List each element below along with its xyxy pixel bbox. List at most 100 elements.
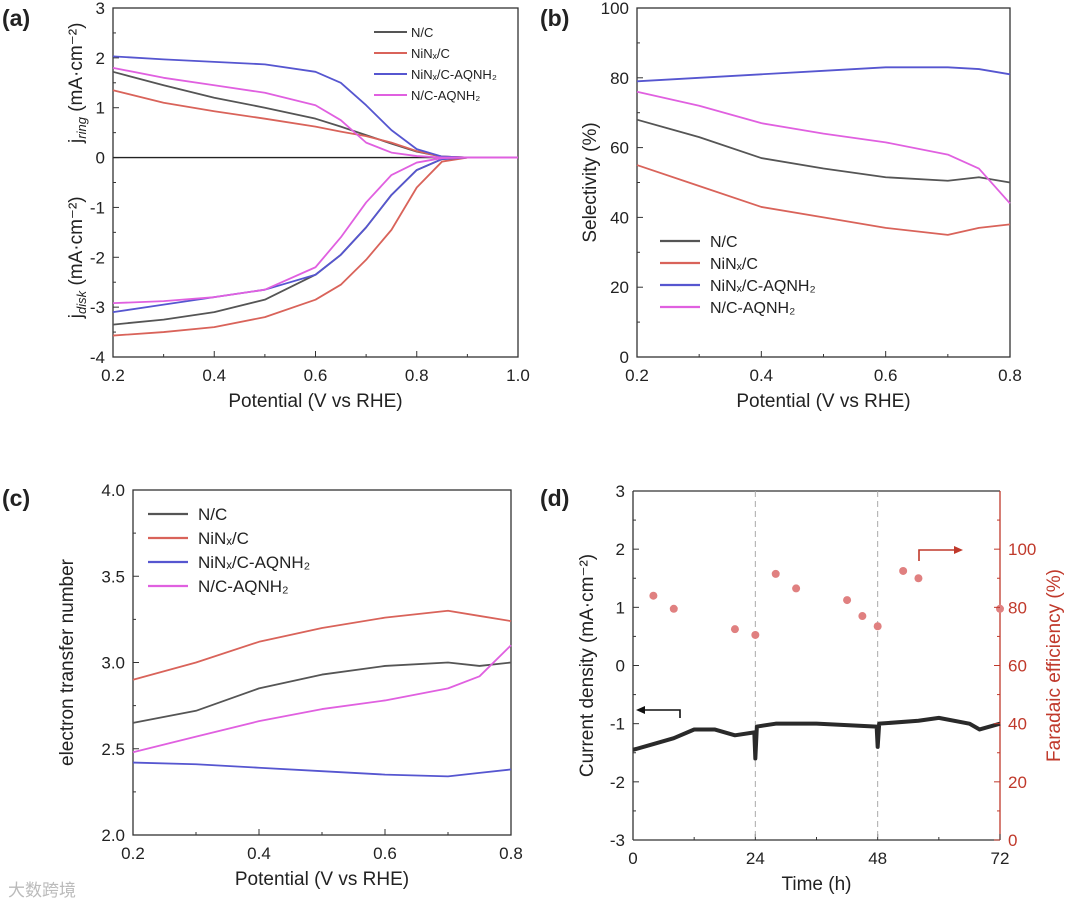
series-line-ring — [112, 70, 518, 159]
y-right-tick-label: 60 — [1008, 657, 1027, 676]
series-line — [636, 66, 1011, 83]
y-tick-label: 40 — [610, 208, 629, 227]
legend-label: NiNₓ/C — [198, 529, 249, 548]
legend-label: N/C-AQNH₂ — [198, 577, 289, 596]
right-axis-arrow — [918, 549, 956, 561]
y-right-tick-label: 80 — [1008, 598, 1027, 617]
y-tick-label: 4.0 — [101, 481, 125, 500]
y-title-unit: (mA·cm⁻²) — [66, 196, 87, 290]
legend-label: N/C — [198, 505, 227, 524]
x-axis-title: Potential (V vs RHE) — [235, 869, 409, 890]
y-right-tick-label: 40 — [1008, 715, 1027, 734]
series-line-disk — [112, 156, 518, 305]
panel-label: (a) — [2, 5, 30, 31]
y-title-sub: disk — [74, 289, 89, 314]
y-title-sub: ring — [74, 116, 89, 138]
y-tick-label: 0 — [96, 149, 105, 168]
panel-d: (d) 0 24 48 72 -3 -2 -1 0 1 2 3 Time (h) 0 20 40 60 80 100… — [540, 482, 1065, 895]
y-tick-label: 20 — [610, 278, 629, 297]
x-tick-label: 0.8 — [405, 366, 429, 385]
x-tick-label: 0.8 — [499, 844, 523, 863]
fe-point — [669, 604, 678, 613]
x-tick-label: 0.2 — [121, 844, 145, 863]
fe-point — [996, 604, 1004, 613]
y-tick-label: -1 — [610, 715, 625, 734]
fe-point — [914, 574, 923, 583]
panel-c: (c) 0.2 0.4 0.6 0.8 2.0 2.5 3.0 3.5 4.0 Potential … — [2, 481, 523, 890]
y-tick-label: 1 — [616, 598, 625, 617]
y-right-tick-label: 0 — [1008, 831, 1017, 850]
y-tick-label: -3 — [90, 298, 105, 317]
y-tick-label: 3.5 — [101, 567, 125, 586]
x-tick-label: 24 — [746, 849, 765, 868]
series-line-disk — [112, 156, 518, 337]
series-line-disk — [112, 156, 518, 314]
series-line — [132, 661, 512, 724]
y-tick-label: 80 — [610, 69, 629, 88]
legend-label: NiNₓ/C — [710, 256, 758, 273]
y-tick-label: 0 — [616, 657, 625, 676]
y-tick-label: 0 — [620, 348, 629, 367]
left-axis-arrow — [643, 709, 681, 718]
y-axis-title: Selectivity (%) — [580, 122, 601, 242]
y-tick-label: -2 — [610, 773, 625, 792]
y-axis-title: Current density (mA·cm⁻²) — [577, 554, 598, 777]
y-tick-label: 2.0 — [101, 826, 125, 845]
right-arrowhead — [954, 546, 963, 554]
left-arrowhead — [636, 706, 645, 714]
y-tick-label: -4 — [90, 348, 105, 367]
fe-point — [649, 591, 658, 600]
series-line — [636, 118, 1011, 184]
y-axis-title: electron transfer number — [57, 558, 78, 766]
x-tick-label: 48 — [868, 849, 887, 868]
x-tick-label: 0.6 — [874, 366, 898, 385]
x-tick-label: 0.8 — [998, 366, 1022, 385]
legend-label: NiNₓ/C-AQNH₂ — [710, 278, 816, 295]
x-axis-title: Time (h) — [781, 874, 851, 895]
y-tick-label: -1 — [90, 198, 105, 217]
y-tick-label: 3 — [96, 0, 105, 18]
legend-label: N/C-AQNH₂ — [710, 300, 795, 317]
y-title-main: j — [66, 139, 87, 144]
x-tick-label: 0.2 — [101, 366, 125, 385]
current-density-line — [632, 715, 1001, 761]
x-tick-label: 0.4 — [202, 366, 226, 385]
y-right-tick-label: 20 — [1008, 773, 1027, 792]
y-tick-label: -3 — [610, 831, 625, 850]
x-tick-label: 72 — [991, 849, 1010, 868]
series-line — [132, 761, 512, 778]
panel-b: (b) 0.2 0.4 0.6 0.8 0 20 40 60 80 100 Potential (V … — [540, 0, 1022, 412]
y-axis-title: jring (mA·cm⁻²) — [66, 23, 89, 144]
y-right-tick-label: 100 — [1008, 540, 1036, 559]
x-tick-label: 1.0 — [506, 366, 530, 385]
fe-point — [873, 622, 882, 631]
y-right-axis-title: Faradaic efficiency (%) — [1044, 569, 1065, 762]
x-tick-label: 0.4 — [750, 366, 774, 385]
series-line — [132, 644, 512, 754]
fe-point — [858, 612, 867, 621]
x-tick-label: 0.2 — [625, 366, 649, 385]
legend-label: NiNₓ/C-AQNH₂ — [198, 553, 310, 572]
x-tick-label: 0.6 — [304, 366, 328, 385]
panel-label: (d) — [540, 485, 569, 511]
panel-label: (b) — [540, 5, 569, 31]
fe-point — [843, 596, 852, 605]
legend-label: N/C-AQNH₂ — [411, 88, 480, 103]
y-tick-label: 2 — [616, 540, 625, 559]
y-tick-label: 3 — [616, 482, 625, 501]
y-axis-title: jdisk (mA·cm⁻²) — [66, 196, 89, 319]
y-tick-label: 1 — [96, 99, 105, 118]
y-title-unit: (mA·cm⁻²) — [66, 23, 87, 117]
fe-point — [899, 566, 908, 575]
x-axis-title: Potential (V vs RHE) — [228, 391, 402, 412]
fe-point — [771, 569, 780, 578]
panel-label: (c) — [2, 485, 30, 511]
series-line — [636, 164, 1011, 236]
plot-frame — [636, 7, 1011, 358]
fe-point — [730, 625, 739, 634]
legend-label: NiNₓ/C — [411, 46, 450, 61]
series-line — [132, 609, 512, 681]
y-tick-label: -2 — [90, 248, 105, 267]
panel-a: (a) 0.2 0.4 0.6 0.8 1.0 -4 -3 -2 -1 0 1 2 3 Potential … — [2, 0, 530, 412]
